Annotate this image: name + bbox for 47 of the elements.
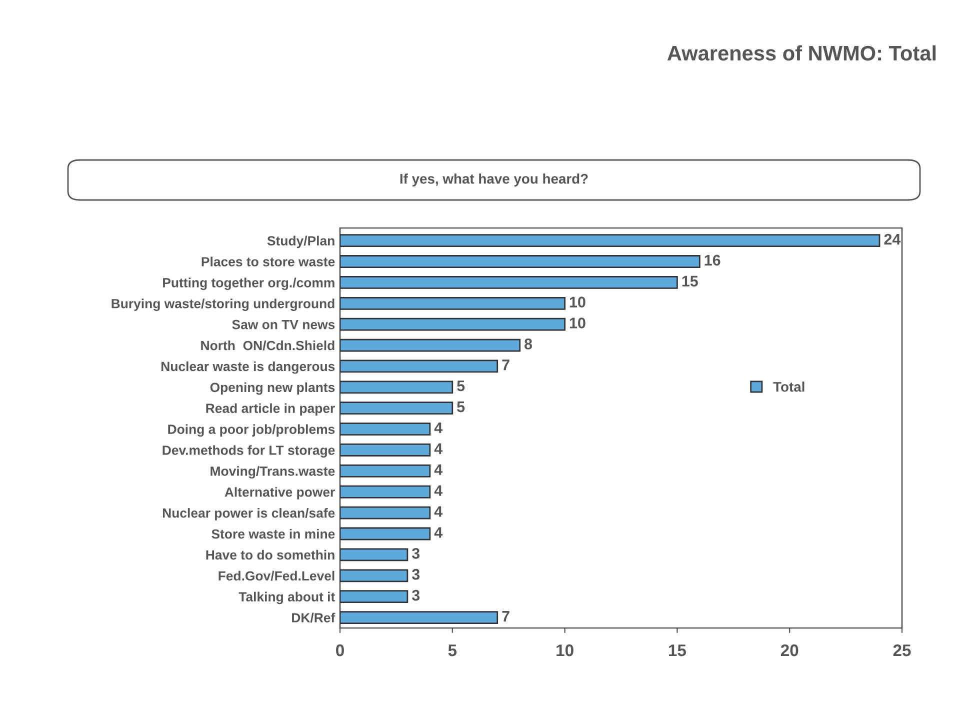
- y-tick-label: Study/Plan: [267, 236, 334, 248]
- y-tick-label: Putting together org./comm: [163, 278, 334, 290]
- data-label: 4: [434, 464, 442, 475]
- data-label: 5: [457, 402, 465, 412]
- data-label: 7: [502, 360, 510, 370]
- y-tick-label: Talking about it: [238, 592, 335, 604]
- y-tick-label: Moving/Trans.waste: [210, 466, 335, 479]
- x-tick-label: 0: [336, 644, 344, 656]
- chart-title: Awareness of NWMO: Total: [667, 45, 936, 61]
- y-tick-label: Fed.Gov/Fed.Level: [218, 570, 334, 581]
- data-label: 24: [884, 234, 901, 245]
- chart-subtitle: If yes, what have you heard?: [400, 174, 588, 186]
- data-label: 4: [434, 485, 442, 496]
- data-label: 10: [570, 296, 586, 308]
- x-tick-label: 5: [448, 644, 457, 656]
- data-label: 3: [412, 568, 420, 580]
- x-tick-label: 10: [556, 644, 574, 656]
- y-tick-label: North ON/Cdn.Shield: [201, 340, 334, 350]
- data-label: 4: [434, 443, 442, 454]
- x-tick-label: 25: [893, 644, 911, 656]
- y-tick-label: Have to do somethin: [206, 550, 334, 560]
- y-tick-label: Alternative power: [224, 487, 335, 500]
- data-label: 7: [502, 610, 510, 622]
- y-tick-label: Doing a poor job/problems: [168, 424, 335, 437]
- legend-label: Total: [773, 382, 804, 392]
- y-tick-label: Store waste in mine: [212, 528, 335, 539]
- data-label: 8: [524, 338, 532, 350]
- y-tick-label: Opening new plants: [210, 382, 335, 395]
- y-tick-label: Nuclear waste is dangerous: [162, 361, 335, 374]
- y-tick-label: Nuclear power is clean/safe: [162, 508, 335, 520]
- y-tick-label: Read article in paper: [206, 403, 335, 416]
- data-label: 4: [434, 527, 442, 538]
- y-tick-label: Burying waste/storing underground: [112, 298, 334, 311]
- x-tick-label: 15: [668, 644, 686, 656]
- y-tick-label: DK/Ref: [292, 612, 336, 623]
- y-tick-label: Saw on TV news: [232, 320, 335, 330]
- data-label: 3: [412, 590, 420, 601]
- y-tick-label: Places to store waste: [202, 256, 335, 266]
- data-label: 5: [457, 380, 465, 392]
- data-label: 4: [434, 506, 442, 517]
- data-label: 15: [682, 276, 698, 287]
- data-label: 16: [704, 254, 720, 266]
- data-label: 10: [570, 318, 586, 328]
- data-label: 3: [412, 548, 420, 559]
- data-label: 4: [434, 422, 442, 433]
- y-tick-label: Dev.methods for LT storage: [162, 445, 335, 458]
- x-tick-label: 20: [780, 644, 798, 656]
